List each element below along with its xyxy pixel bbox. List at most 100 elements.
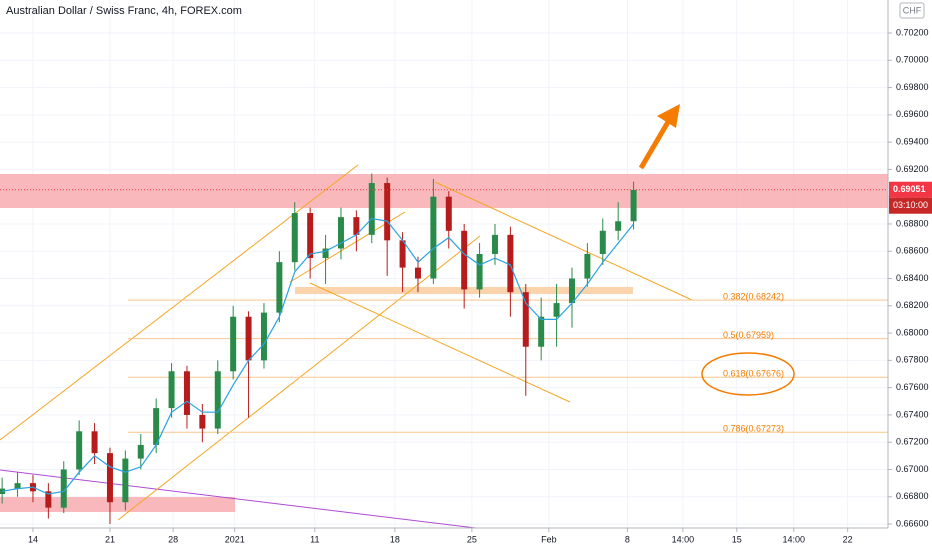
x-tick-label: 11 bbox=[310, 534, 319, 544]
x-tick-label: 25 bbox=[467, 534, 477, 544]
x-tick-label: 2021 bbox=[225, 534, 245, 544]
last-price-label: 0.69051 bbox=[893, 184, 926, 194]
y-tick-label: 0.68600 bbox=[896, 246, 929, 256]
channel-line bbox=[0, 164, 359, 441]
time-axis bbox=[0, 528, 932, 550]
y-tick-label: 0.66600 bbox=[896, 518, 929, 528]
arrow-head bbox=[657, 104, 680, 128]
candle-body bbox=[553, 303, 560, 317]
candle-body bbox=[91, 431, 98, 454]
candle-body bbox=[307, 213, 314, 259]
candle-body bbox=[183, 371, 190, 415]
candle-body bbox=[476, 253, 483, 290]
candle-body bbox=[260, 312, 267, 361]
candle-body bbox=[14, 483, 21, 489]
x-tick-label: 14 bbox=[28, 534, 38, 544]
fib-label: 0.5(0.67959) bbox=[723, 330, 774, 340]
y-tick-label: 0.66800 bbox=[896, 491, 929, 501]
y-tick-label: 0.68400 bbox=[896, 273, 929, 283]
resistance-zone bbox=[0, 174, 888, 208]
y-tick-label: 0.68200 bbox=[896, 300, 929, 310]
y-tick-label: 0.69200 bbox=[896, 164, 929, 174]
candle-body bbox=[337, 217, 344, 249]
chart-title: Australian Dollar / Swiss Franc, 4h, FOR… bbox=[6, 5, 242, 17]
candle-body bbox=[199, 414, 206, 429]
channel-line bbox=[117, 235, 481, 521]
candle-body bbox=[60, 469, 67, 508]
candle-body bbox=[214, 371, 221, 429]
fib-label: 0.618(0.67676) bbox=[723, 369, 784, 379]
grid bbox=[0, 0, 888, 528]
candle-body bbox=[76, 431, 83, 470]
candle-body bbox=[630, 189, 637, 222]
support-zone bbox=[0, 497, 235, 512]
plot bbox=[0, 173, 888, 525]
candle-body bbox=[430, 196, 437, 279]
y-tick-label: 0.67200 bbox=[896, 437, 929, 447]
x-tick-label: Feb bbox=[541, 534, 557, 544]
highlight-circle bbox=[701, 352, 795, 396]
candle-body bbox=[291, 213, 298, 263]
x-tick-label: 14:00 bbox=[782, 534, 805, 544]
candle-body bbox=[106, 453, 113, 503]
x-tick-label: 8 bbox=[625, 534, 630, 544]
fib-levels: 0.382(0.68242) 0.5(0.67959) 0.618(0.67676)… bbox=[128, 291, 888, 434]
arrow-shaft bbox=[638, 120, 671, 170]
countdown-box bbox=[889, 197, 932, 214]
x-tick-label: 21 bbox=[105, 534, 115, 544]
candle-body bbox=[322, 248, 329, 259]
candle-body bbox=[245, 316, 252, 361]
candle-body bbox=[491, 234, 498, 254]
x-tick-label: 18 bbox=[390, 534, 400, 544]
candle-body bbox=[230, 316, 237, 372]
candle-body bbox=[538, 316, 545, 347]
x-tick-label: 22 bbox=[843, 534, 853, 544]
candle-body bbox=[414, 267, 421, 279]
candle-body bbox=[615, 221, 622, 231]
candle-body bbox=[445, 196, 452, 231]
y-tick-label: 0.67800 bbox=[896, 355, 929, 365]
channel-line bbox=[434, 181, 693, 301]
y-tick-label: 0.69600 bbox=[896, 109, 929, 119]
candle-body bbox=[153, 408, 160, 445]
candle-body bbox=[507, 234, 514, 293]
fib-label: 0.786(0.67273) bbox=[723, 424, 784, 434]
fib-label: 0.382(0.68242) bbox=[723, 291, 784, 301]
x-tick-label: 15 bbox=[732, 534, 742, 544]
candle-body bbox=[599, 230, 606, 254]
candle-body bbox=[584, 253, 591, 279]
y-tick-label: 0.68800 bbox=[896, 218, 929, 228]
price-axis bbox=[888, 0, 932, 550]
candle-body bbox=[276, 262, 283, 313]
y-tick-label: 0.67600 bbox=[896, 382, 929, 392]
y-tick-label: 0.68000 bbox=[896, 327, 929, 337]
candle-body bbox=[384, 183, 391, 241]
y-tick-label: 0.67000 bbox=[896, 464, 929, 474]
candle-body bbox=[399, 240, 406, 268]
candle-body bbox=[168, 371, 175, 409]
candle-body bbox=[137, 444, 144, 459]
y-tick-label: 0.69400 bbox=[896, 137, 929, 147]
x-tick-label: 28 bbox=[168, 534, 178, 544]
x-tick-label: 14:00 bbox=[672, 534, 695, 544]
candle-body bbox=[353, 217, 360, 235]
currency-label: CHF bbox=[903, 5, 922, 15]
trend-line bbox=[0, 469, 493, 531]
candle-body bbox=[461, 230, 468, 290]
candle-body bbox=[522, 292, 529, 347]
moving-average bbox=[2, 217, 635, 495]
candle-body bbox=[122, 458, 129, 503]
currency-box[interactable] bbox=[899, 2, 925, 19]
axes: 0.66600 0.66800 0.67000 0.67200 0.67400 0.676… bbox=[28, 27, 932, 544]
y-tick-label: 0.70200 bbox=[896, 27, 929, 37]
y-tick-label: 0.67400 bbox=[896, 409, 929, 419]
candle-body bbox=[368, 183, 375, 235]
channel-line bbox=[309, 282, 571, 403]
candle-body bbox=[568, 278, 575, 304]
y-tick-label: 0.70000 bbox=[896, 55, 929, 65]
candle-body bbox=[45, 491, 52, 508]
countdown-label: 03:10:00 bbox=[893, 200, 928, 210]
y-tick-label: 0.69800 bbox=[896, 82, 929, 92]
